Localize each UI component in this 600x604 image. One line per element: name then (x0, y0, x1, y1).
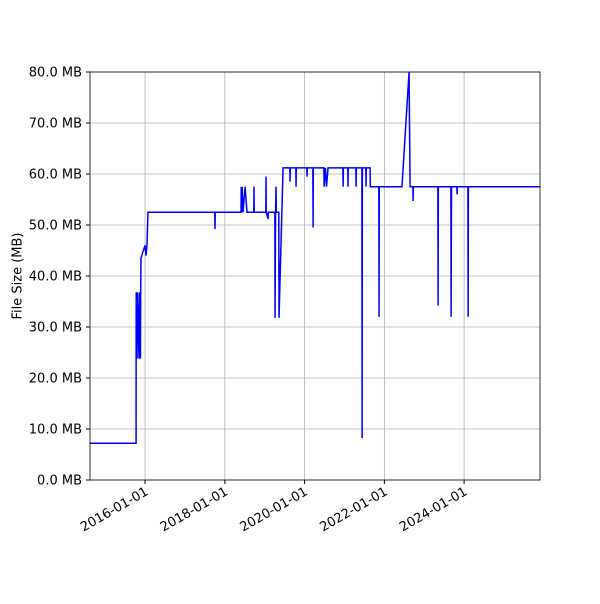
y-tick-label: 60.0 MB (29, 168, 82, 183)
y-tick-label: 40.0 MB (29, 270, 82, 285)
y-tick-label: 0.0 MB (37, 474, 82, 489)
x-tick-label: 2016-01-01 (78, 484, 151, 535)
y-tick-label: 70.0 MB (29, 117, 82, 132)
data-line (90, 71, 540, 445)
plot-frame (89, 71, 541, 481)
x-tick-label: 2018-01-01 (158, 484, 231, 535)
y-tick-label: 20.0 MB (29, 372, 82, 387)
x-tick-label: 2020-01-01 (238, 484, 311, 535)
y-tick-label: 50.0 MB (29, 219, 82, 234)
y-tick-label: 80.0 MB (29, 66, 82, 81)
x-tick-label: 2024-01-01 (397, 484, 470, 535)
x-tick-label: 2022-01-01 (317, 484, 390, 535)
y-tick-label: 10.0 MB (29, 423, 82, 438)
y-axis-label: File Size (MB) (11, 233, 26, 320)
y-tick-label: 30.0 MB (29, 321, 82, 336)
